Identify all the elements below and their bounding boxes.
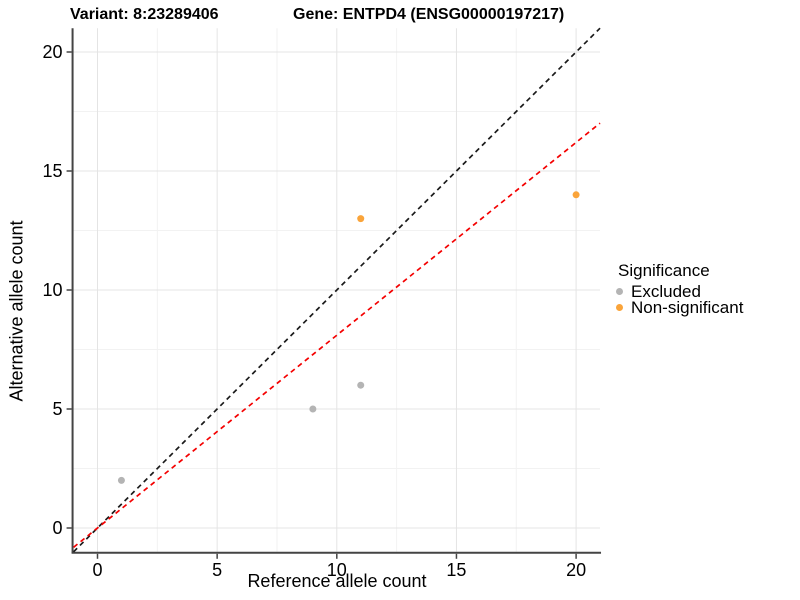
legend: Significance Excluded Non-significant xyxy=(616,261,744,317)
y-axis-title: Alternative allele count xyxy=(6,220,27,402)
x-tick-label: 5 xyxy=(212,560,222,580)
y-tick-label: 10 xyxy=(43,280,63,300)
excluded-key-dot-icon xyxy=(616,288,623,296)
data-point-non-significant[interactable] xyxy=(572,191,580,199)
x-tick-label: 10 xyxy=(327,560,347,580)
x-axis-title: Reference allele count xyxy=(247,571,427,591)
identity-line xyxy=(72,27,601,553)
data-point-excluded[interactable] xyxy=(309,405,317,413)
gene-title: Gene: ENTPD4 (ENSG00000197217) xyxy=(293,6,565,23)
fit-line xyxy=(73,122,601,548)
data-point-excluded[interactable] xyxy=(117,476,125,484)
legend-item-label: Non-significant xyxy=(631,297,744,317)
legend-item-label: Excluded xyxy=(631,282,701,302)
x-tick-label: 15 xyxy=(446,560,466,580)
legend-title: Significance xyxy=(618,261,710,280)
y-tick-label: 0 xyxy=(53,518,63,538)
legend-item-excluded[interactable]: Excluded xyxy=(616,282,743,302)
x-tick-label: 20 xyxy=(566,560,586,580)
legend-item-non-significant[interactable]: Non-significant xyxy=(616,297,744,317)
data-point-excluded[interactable] xyxy=(357,381,365,389)
y-tick-label: 20 xyxy=(43,42,63,62)
variant-title: Variant: 8:23289406 xyxy=(70,6,219,23)
y-tick-label: 15 xyxy=(43,161,63,181)
x-tick-label: 0 xyxy=(92,560,102,580)
non-significant-key-dot-icon xyxy=(616,303,623,311)
y-tick-label: 5 xyxy=(53,399,63,419)
data-point-non-significant[interactable] xyxy=(357,215,365,223)
